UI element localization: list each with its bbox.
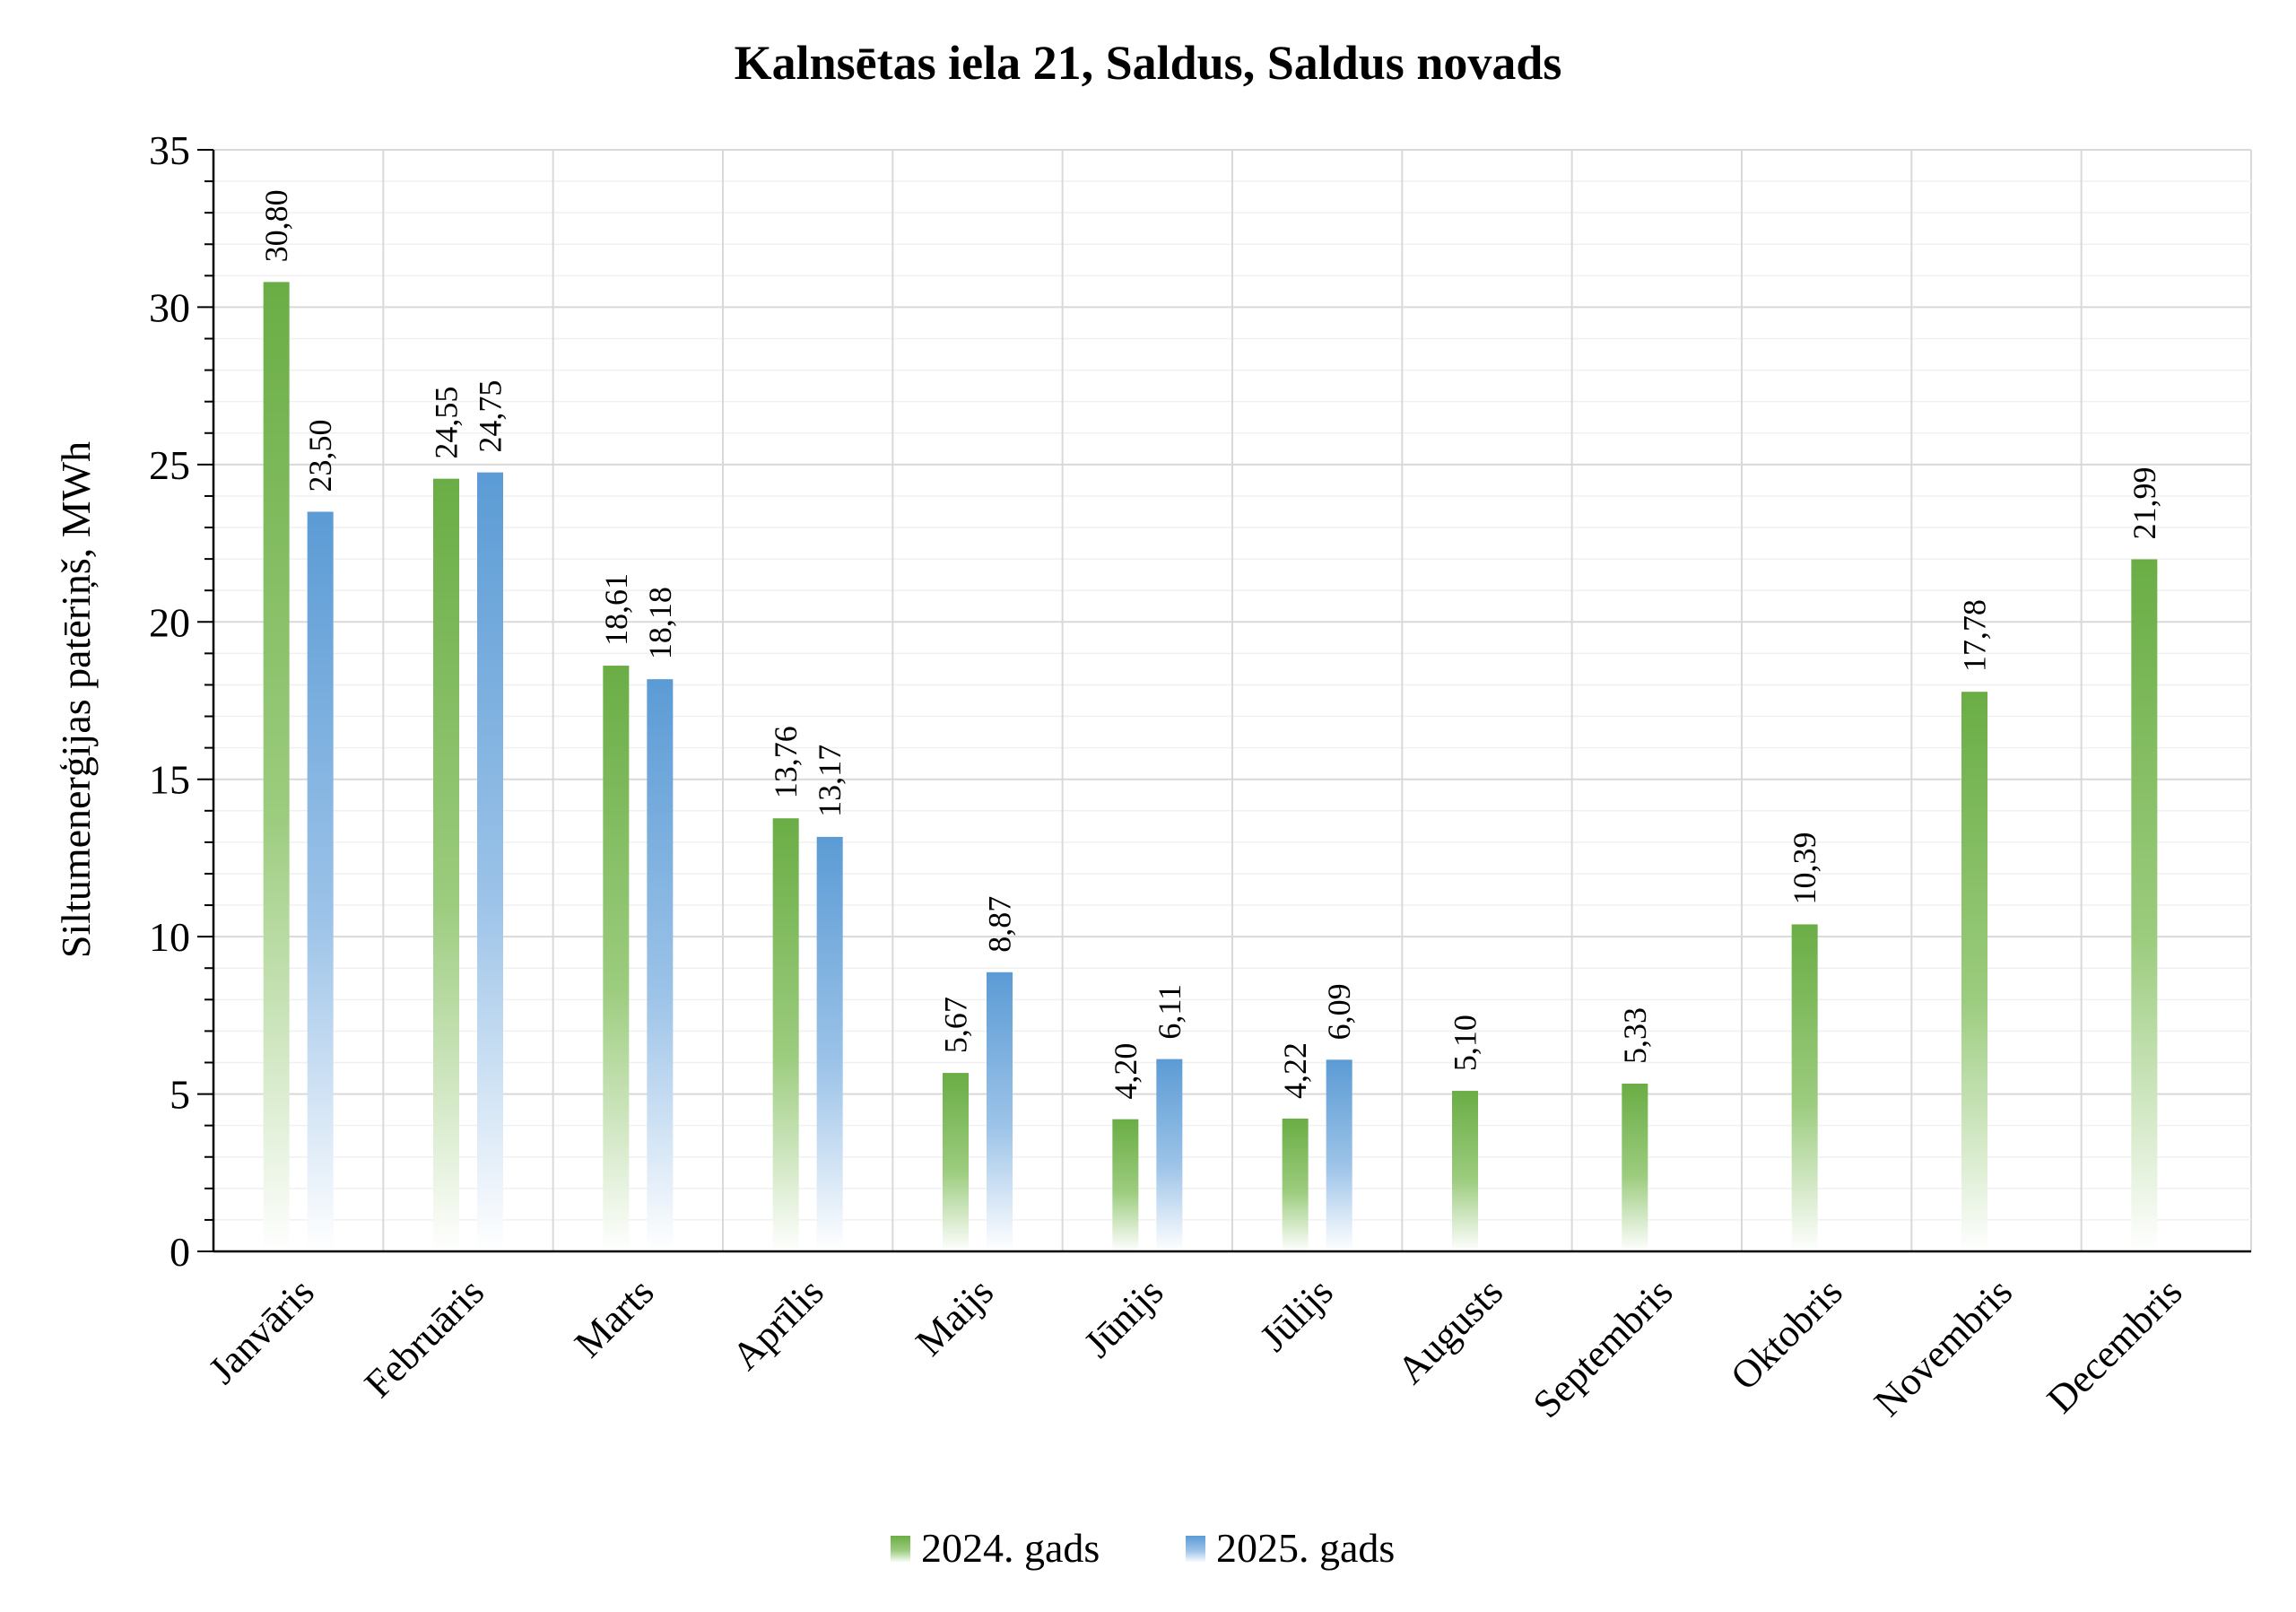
bar-2024-jūnijs xyxy=(1112,1119,1139,1251)
bar-2025-februāris xyxy=(477,472,503,1251)
x-tick-label: Jūlijs xyxy=(1251,1269,1341,1359)
y-tick-label: 0 xyxy=(170,1229,190,1275)
bar-2024-jūlijs xyxy=(1282,1118,1309,1251)
bar-2024-septembris xyxy=(1622,1083,1648,1251)
bar-2025-aprīlis xyxy=(816,836,843,1251)
data-label: 30,80 xyxy=(258,189,294,262)
data-label: 24,75 xyxy=(473,380,509,453)
data-label: 4,22 xyxy=(1277,1042,1313,1099)
y-axis-label: Siltumenerģijas patēriņš, MWh xyxy=(53,441,99,958)
data-labels: 30,80 24,55 18,61 13,76 5,67 4,20 4,22 5,10 5,33… xyxy=(258,189,2162,1099)
data-label: 18,18 xyxy=(642,587,678,659)
bar-2025-jūnijs xyxy=(1156,1059,1183,1251)
y-tick-label: 25 xyxy=(149,442,190,488)
x-tick-label: Oktobris xyxy=(1722,1269,1851,1399)
data-label: 5,10 xyxy=(1448,1015,1483,1071)
y-tick-label: 10 xyxy=(149,914,190,960)
data-label: 6,11 xyxy=(1152,984,1187,1040)
x-tick-label: Jūnijs xyxy=(1075,1269,1171,1365)
bar-2025-marts xyxy=(647,679,674,1251)
data-label: 5,67 xyxy=(938,997,974,1053)
data-label: 21,99 xyxy=(2126,466,2162,539)
y-tick-label: 15 xyxy=(149,757,190,803)
data-label: 4,20 xyxy=(1108,1043,1144,1100)
chart-title: Kalnsētas iela 21, Saldus, Saldus novads xyxy=(735,36,1562,90)
y-tick-label: 20 xyxy=(149,599,190,645)
axes: 0 5 10 15 20 25 30 35 Janvāris Februāris Marts Aprī… xyxy=(149,127,2251,1426)
data-label: 10,39 xyxy=(1787,832,1822,904)
x-tick-label: Maijs xyxy=(908,1269,1003,1364)
bar-2025-maijs xyxy=(987,972,1013,1251)
bar-2024-oktobris xyxy=(1791,924,1818,1251)
x-tick-label: Janvāris xyxy=(200,1269,323,1392)
y-tick-label: 35 xyxy=(149,127,190,173)
data-label: 24,55 xyxy=(429,387,465,459)
bars xyxy=(263,282,2158,1251)
data-label: 17,78 xyxy=(1957,599,1993,672)
bar-2024-augusts xyxy=(1452,1091,1478,1251)
bar-2024-janvāris xyxy=(263,282,290,1251)
bar-2024-maijs xyxy=(943,1073,969,1251)
y-tick-label: 5 xyxy=(170,1072,190,1118)
x-tick-label: Aprīlis xyxy=(724,1269,832,1378)
legend: 2024. gads 2025. gads xyxy=(891,1525,1395,1571)
x-tick-label: Septembris xyxy=(1525,1269,1682,1426)
data-label: 13,76 xyxy=(768,726,804,798)
data-label: 13,17 xyxy=(812,745,848,817)
bar-2024-decembris xyxy=(2131,559,2158,1251)
bar-2025-jūlijs xyxy=(1326,1059,1352,1251)
data-label: 8,87 xyxy=(982,896,1018,953)
data-label: 18,61 xyxy=(598,573,634,646)
bar-2024-novembris xyxy=(1961,692,1987,1251)
x-tick-label: Februāris xyxy=(356,1269,492,1406)
y-tick-label: 30 xyxy=(149,284,190,330)
legend-label-2025: 2025. gads xyxy=(1216,1525,1395,1571)
bar-2024-aprīlis xyxy=(772,818,799,1251)
bar-2024-marts xyxy=(603,666,630,1251)
data-label: 23,50 xyxy=(302,419,338,492)
legend-label-2024: 2024. gads xyxy=(921,1525,1100,1571)
data-label: 6,09 xyxy=(1321,983,1357,1040)
x-tick-label: Decembris xyxy=(2039,1269,2190,1421)
grid xyxy=(213,149,2252,1251)
x-tick-label: Novembris xyxy=(1866,1269,2021,1425)
legend-swatch-2025 xyxy=(1186,1536,1205,1563)
data-label: 5,33 xyxy=(1617,1007,1653,1064)
bar-2025-janvāris xyxy=(307,511,334,1251)
bar-2024-februāris xyxy=(433,478,459,1251)
x-tick-label: Marts xyxy=(566,1269,662,1365)
x-tick-label: Augusts xyxy=(1388,1269,1511,1392)
legend-swatch-2024 xyxy=(891,1536,910,1563)
